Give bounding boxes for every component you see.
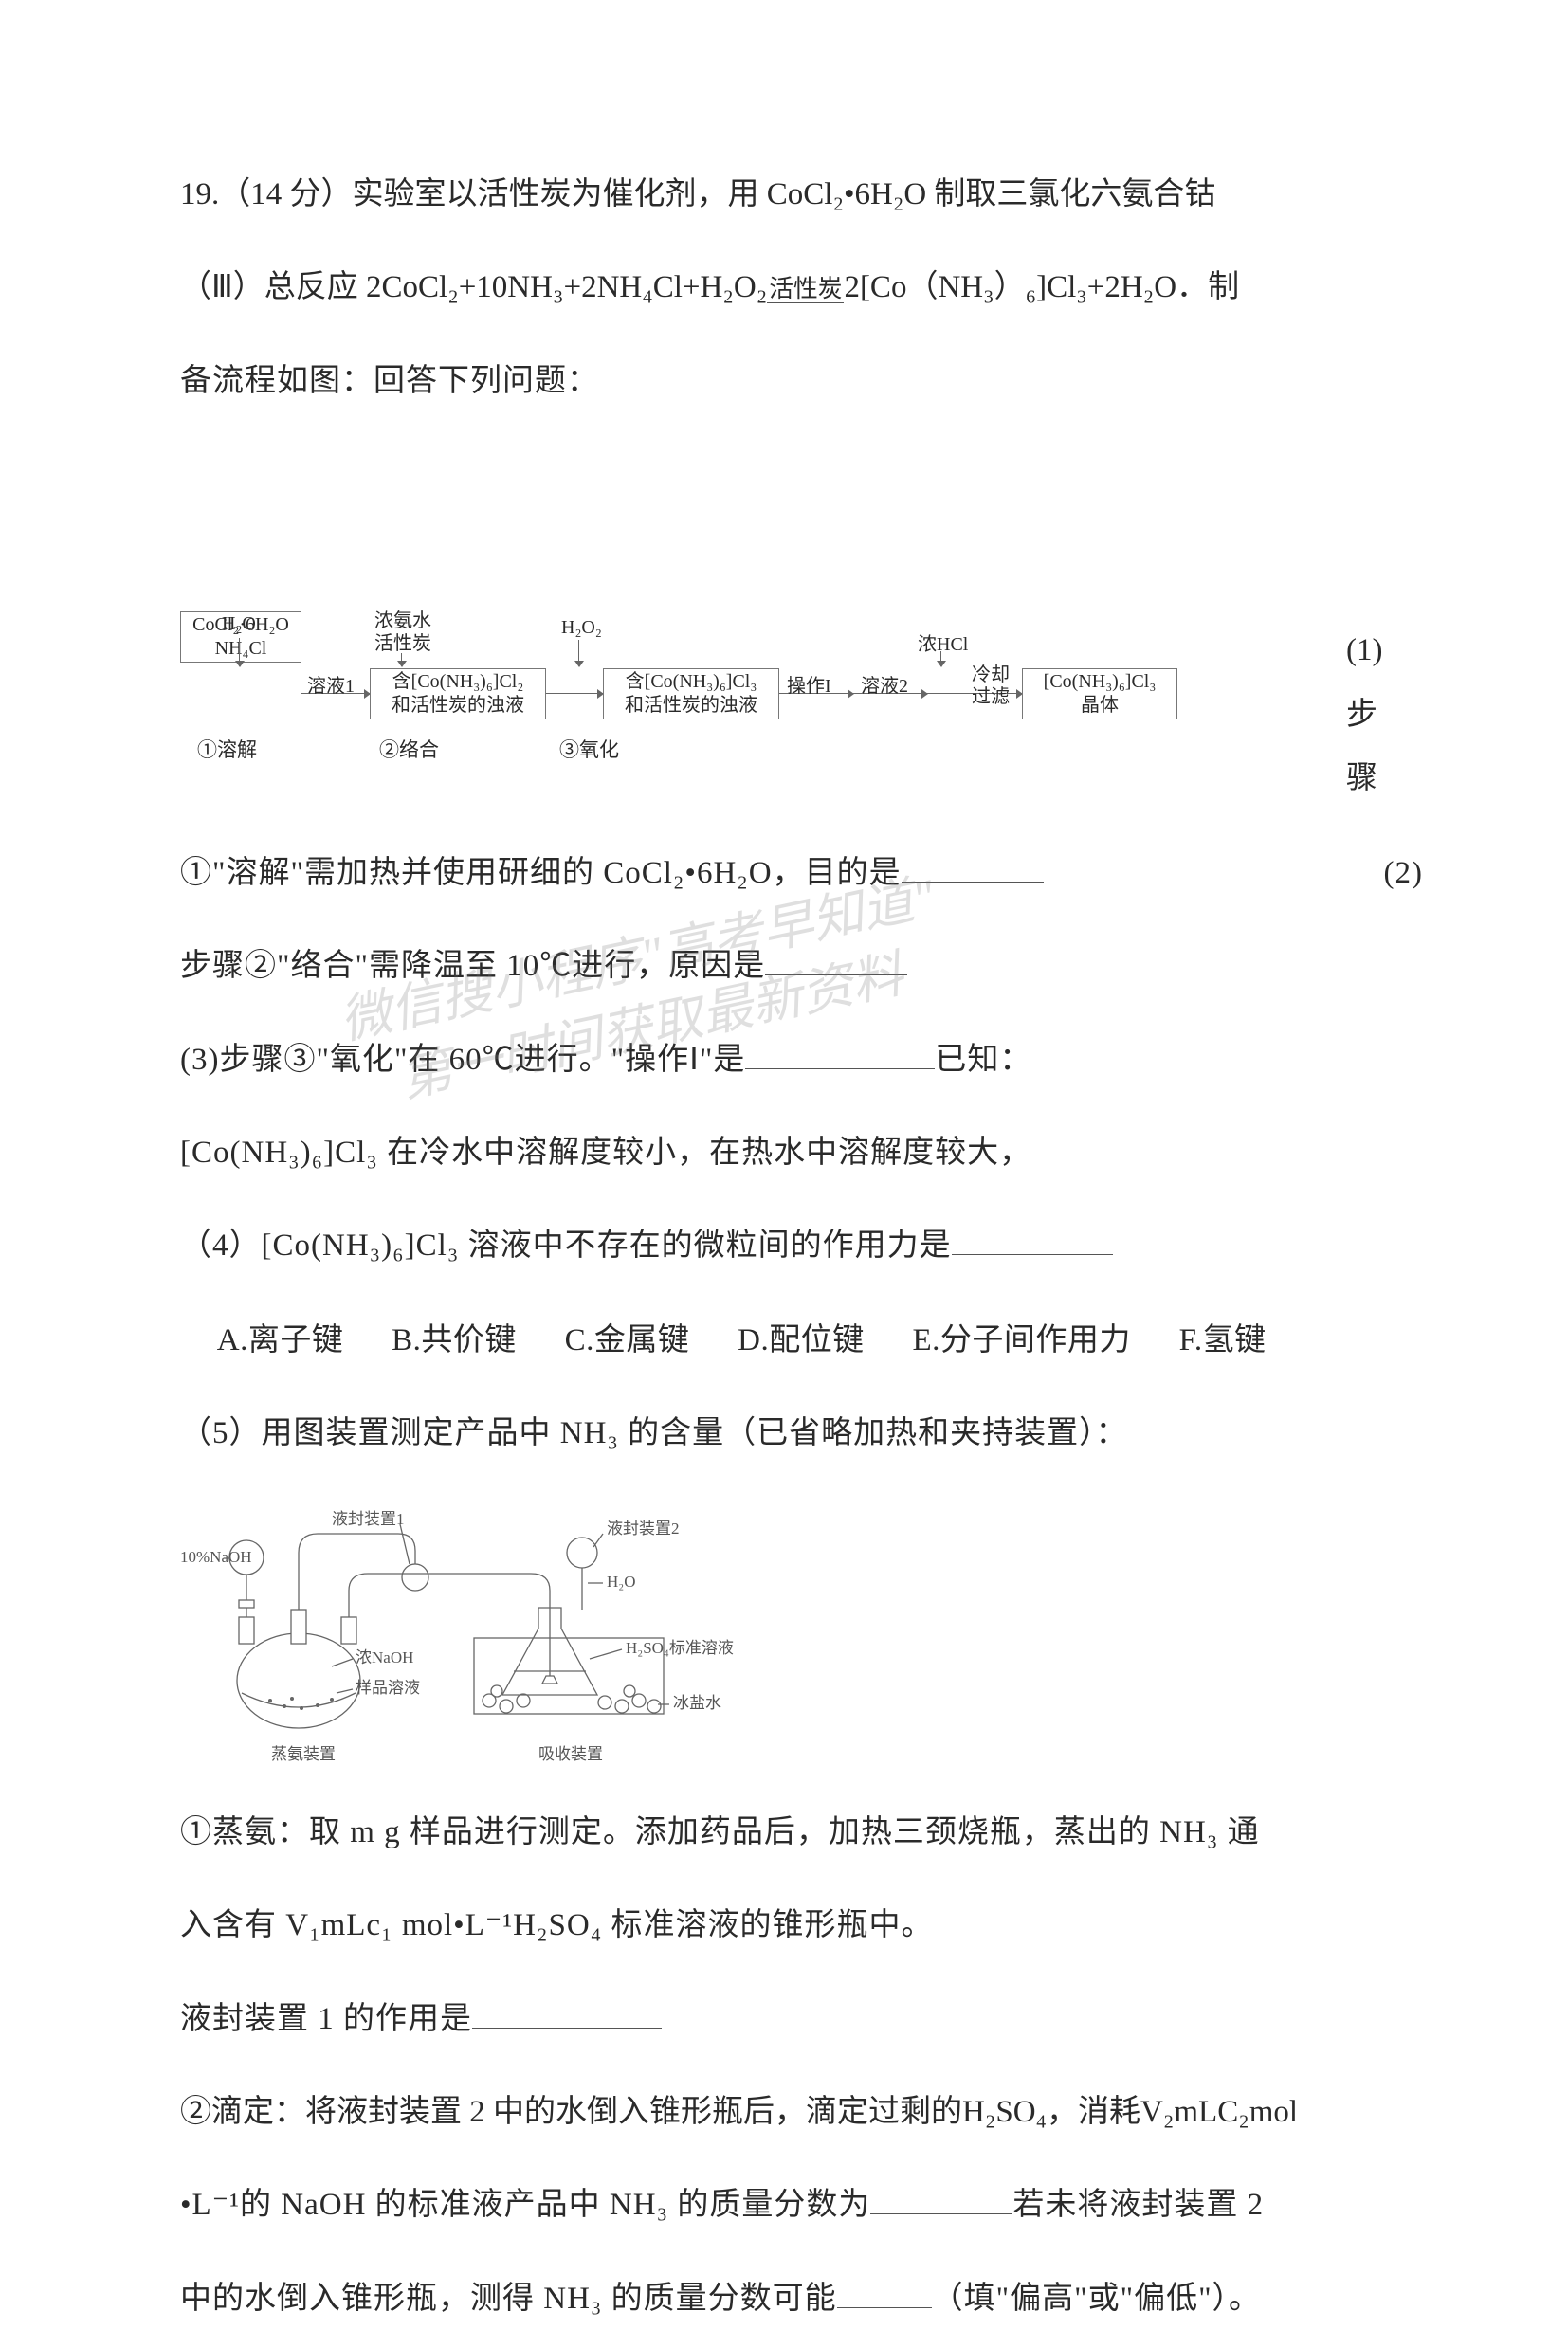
flow-input-hcl: 浓HCl (918, 628, 968, 656)
process-flowchart: CoCl₂·6H₂O NH₄Cl H₂O 溶液1 浓氨水 活性炭 含[Co(NH… (180, 611, 1308, 768)
flow-box-product: [Co(NH₃)₆]Cl₃ 晶体 (1022, 668, 1177, 719)
flow-in2b: 活性炭 (370, 632, 436, 655)
blank-6[interactable] (870, 2179, 1012, 2214)
apparatus-label-steam: 蒸氨装置 (271, 1745, 336, 1763)
flow-arrow-down-4 (940, 651, 941, 666)
flow-arrow5-labels: 冷却 过滤 (969, 664, 1012, 708)
blank-3[interactable] (745, 1033, 935, 1068)
side-label-3: 骤 (1346, 747, 1382, 811)
flow-step-2: ②络合 (379, 735, 439, 763)
p51a-text: ①蒸氨：取 m g 样品进行测定。添加药品后，加热三颈烧瓶，蒸出的 NH₃ 通 (180, 1815, 1260, 1849)
flow-arrow1-label: 溶液1 (307, 670, 355, 698)
subq4-text: （4）[Co(NH₃)₆]Cl₃ 溶液中不存在的微粒间的作用力是 (180, 1229, 952, 1263)
apparatus-label-h2so4: H₂SO₄标准溶液 (626, 1639, 734, 1657)
p52a-text: ②滴定：将液封装置 2 中的水倒入锥形瓶后，滴定过剩的H₂SO₄，消耗V₂mLC… (180, 2095, 1298, 2129)
flow-step-3: ③氧化 (559, 735, 619, 763)
subq-4-choices: A.离子键 B.共价键 C.金属键 D.配位键 E.分子间作用力 F.氢键 (180, 1309, 1423, 1372)
subq3b-text: 已知： (935, 1043, 1031, 1077)
subq3a-text: (3)步骤③"氧化"在 60℃进行。"操作Ⅰ"是 (180, 1043, 745, 1077)
side-label-2: 步 (1346, 683, 1382, 748)
flow-box4-line1: [Co(NH₃)₆]Cl₃ (1026, 670, 1174, 694)
subq5-text: （5）用图装置测定产品中 NH₃ 的含量（已省略加热和夹持装置）： (180, 1416, 1128, 1450)
question-intro-line1: 19.（14 分）实验室以活性炭为催化剂，用 CoCl₂•6H₂O 制取三氯化六… (180, 164, 1423, 226)
apparatus-label-ice: 冰盐水 (673, 1694, 721, 1712)
subq2-text: 步骤②"络合"需降温至 10℃进行，原因是 (180, 949, 765, 983)
flow-input-h2o2: H₂O₂ (561, 617, 602, 639)
flow-arrow3-label: 操作I (787, 670, 831, 698)
subq3c-text: [Co(NH₃)₆]Cl₃ 在冷水中溶解度较小，在热水中溶解度较大， (180, 1136, 1031, 1170)
blank-7[interactable] (837, 2272, 932, 2307)
blank-1[interactable] (902, 847, 1044, 883)
apparatus-label-naoh10: 10%NaOH (180, 1548, 252, 1566)
flow-box3-line1: 含[Co(NH₃)₆]Cl₃ (607, 670, 775, 694)
p51c-text: 液封装置 1 的作用是 (180, 2002, 472, 2036)
choice-b[interactable]: B.共价键 (392, 1309, 517, 1372)
flow-box2-line2: 和活性炭的浊液 (374, 694, 542, 718)
subq-5-intro: （5）用图装置测定产品中 NH₃ 的含量（已省略加热和夹持装置）： (180, 1403, 1423, 1465)
apparatus-label-sample: 样品溶液 (356, 1679, 420, 1697)
flow-arr5b: 过滤 (969, 686, 1012, 708)
apparatus-label-seal1: 液封装置1 (332, 1510, 405, 1528)
subq-1: ①"溶解"需加热并使用研细的 CoCl₂•6H₂O，目的是 (2) (180, 843, 1423, 904)
p52d-text: 中的水倒入锥形瓶，测得 NH₃ 的质量分数可能 (180, 2282, 837, 2316)
apparatus-label-seal2: 液封装置2 (607, 1520, 680, 1538)
blank-4[interactable] (952, 1220, 1113, 1255)
flowchart-row: CoCl₂·6H₂O NH₄Cl H₂O 溶液1 浓氨水 活性炭 含[Co(NH… (180, 611, 1423, 811)
intro-text-1: 实验室以活性炭为催化剂，用 CoCl₂•6H₂O 制取三氯化六氨合钴 (353, 177, 1216, 211)
flow-arrow-down-2 (401, 653, 402, 666)
subq-5-1-line1: ①蒸氨：取 m g 样品进行测定。添加药品后，加热三颈烧瓶，蒸出的 NH₃ 通 (180, 1802, 1423, 1864)
blank-2[interactable] (765, 940, 907, 975)
subq-3-line2: [Co(NH₃)₆]Cl₃ 在冷水中溶解度较小，在热水中溶解度较大， (180, 1122, 1423, 1184)
flow-box3-line2: 和活性炭的浊液 (607, 694, 775, 718)
flow-in2a: 浓氨水 (370, 610, 436, 632)
choice-a[interactable]: A.离子键 (217, 1309, 344, 1372)
p51b-text: 入含有 V₁mLc₁ mol•L⁻¹H₂SO₄ 标准溶液的锥形瓶中。 (180, 1908, 933, 1942)
flow-box-complex1: 含[Co(NH₃)₆]Cl₂ 和活性炭的浊液 (370, 668, 546, 719)
question-intro-line3: 备流程如图：回答下列问题： (180, 351, 1423, 412)
intro-text-2b: 2[Co（NH₃）₆]Cl₃+2H₂O．制 (844, 270, 1239, 304)
flow-box2-line1: 含[Co(NH₃)₆]Cl₂ (374, 670, 542, 694)
subq-5-2-line1: ②滴定：将液封装置 2 中的水倒入锥形瓶后，滴定过剩的H₂SO₄，消耗V₂mLC… (180, 2082, 1423, 2143)
apparatus-label-absorb: 吸收装置 (538, 1745, 603, 1763)
subq-5-2-line3: 中的水倒入锥形瓶，测得 NH₃ 的质量分数可能 （填"偏高"或"偏低"）。 (180, 2268, 1423, 2330)
p52e-text: （填"偏高"或"偏低"）。 (932, 2282, 1261, 2316)
side-label-4: (2) (1384, 843, 1423, 904)
intro-text-3: 备流程如图：回答下列问题： (180, 364, 599, 398)
flow-arrow-2 (546, 693, 603, 694)
flow-box1-line2: NH₄Cl (184, 637, 298, 661)
side-labels: (1) 步 骤 (1346, 611, 1382, 811)
apparatus-label-h2o: H₂O (607, 1573, 635, 1591)
flow-step-1: ①溶解 (197, 735, 257, 763)
question-number: 19.（14 分） (180, 177, 353, 211)
flow-arr5a: 冷却 (969, 664, 1012, 686)
choice-d[interactable]: D.配位键 (738, 1309, 865, 1372)
question-intro-line2: （Ⅲ）总反应 2CoCl₂+10NH₃+2NH₄Cl+H₂O₂活性炭2[Co（N… (180, 257, 1423, 319)
subq-5-1-line2: 入含有 V₁mLc₁ mol•L⁻¹H₂SO₄ 标准溶液的锥形瓶中。 (180, 1895, 1423, 1957)
flow-arrow-down-3 (578, 640, 579, 666)
intro-text-2a: （Ⅲ）总反应 2CoCl₂+10NH₃+2NH₄Cl+H₂O₂ (180, 270, 767, 304)
subq-3-line1: (3)步骤③"氧化"在 60℃进行。"操作Ⅰ"是 已知： (180, 1029, 1423, 1091)
equation-catalyst: 活性炭 (767, 275, 844, 303)
choice-f[interactable]: F.氢键 (1179, 1309, 1267, 1372)
choice-c[interactable]: C.金属键 (565, 1309, 690, 1372)
choice-e[interactable]: E.分子间作用力 (912, 1309, 1130, 1372)
blank-5[interactable] (472, 1993, 662, 2028)
side-label-1: (1) (1346, 619, 1382, 683)
flow-box-complex2: 含[Co(NH₃)₆]Cl₃ 和活性炭的浊液 (603, 668, 779, 719)
flow-arrow4-label: 溶液2 (861, 670, 908, 698)
flow-input-h2o: H₂O (222, 613, 256, 635)
subq-4: （4）[Co(NH₃)₆]Cl₃ 溶液中不存在的微粒间的作用力是 (180, 1215, 1423, 1277)
subq1-text: ①"溶解"需加热并使用研细的 CoCl₂•6H₂O，目的是 (180, 856, 902, 890)
flow-box4-line2: 晶体 (1026, 694, 1174, 718)
apparatus-diagram: 10%NaOH 液封装置1 液封装置2 H₂O H₂SO₄ (180, 1496, 1423, 1771)
subq-5-2-line2: •L⁻¹的 NaOH 的标准液产品中 NH₃ 的质量分数为若未将液封装置 2 (180, 2175, 1423, 2236)
apparatus-label-naoh-conc: 浓NaOH (356, 1648, 413, 1666)
flow-arrow-down-1 (239, 638, 240, 666)
subq-2: 步骤②"络合"需降温至 10℃进行，原因是 (180, 936, 1423, 997)
flow-input-ammonia: 浓氨水 活性炭 (370, 610, 436, 655)
subq-5-1-line3: 液封装置 1 的作用是 (180, 1989, 1423, 2050)
